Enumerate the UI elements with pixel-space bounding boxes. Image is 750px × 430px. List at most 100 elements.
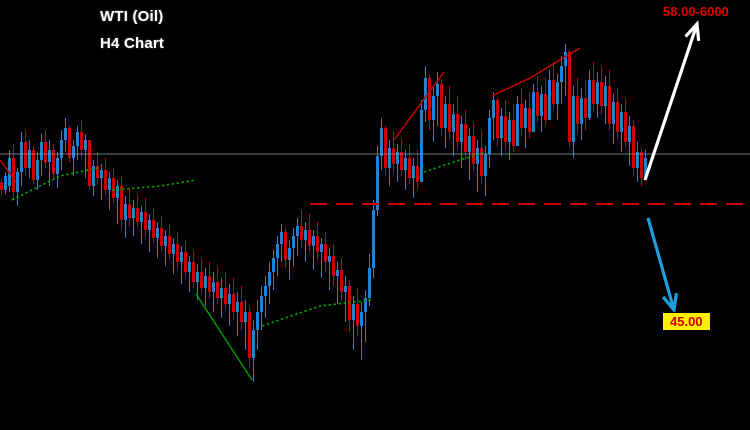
candlestick — [620, 104, 623, 152]
support-decline-1 — [195, 293, 253, 381]
candlestick — [384, 126, 387, 176]
candlestick — [416, 150, 419, 190]
candlestick — [60, 130, 63, 170]
support-rise-1 — [261, 299, 373, 327]
candlestick — [568, 50, 571, 148]
trendline-overlays — [0, 47, 581, 381]
candlestick — [212, 272, 215, 312]
candlestick — [176, 232, 179, 270]
candlestick — [496, 98, 499, 146]
candlestick — [304, 222, 307, 262]
candlestick — [592, 62, 595, 112]
candlestick — [172, 238, 175, 274]
candlestick — [424, 66, 427, 122]
candlestick — [284, 228, 287, 268]
candlestick — [636, 142, 639, 182]
candlestick — [460, 116, 463, 168]
candlestick — [148, 214, 151, 252]
candlestick — [216, 266, 219, 304]
candlestick — [472, 122, 475, 172]
candlestick — [580, 88, 583, 140]
candlestick — [528, 92, 531, 138]
candlestick — [268, 262, 271, 304]
candlestick — [188, 256, 191, 292]
candlestick — [392, 132, 395, 174]
candlestick — [56, 152, 59, 188]
candlestick — [604, 76, 607, 124]
candlestick — [364, 290, 367, 342]
candlestick — [260, 286, 263, 330]
resistance-rise-1 — [393, 71, 445, 141]
candlestick — [252, 320, 255, 382]
candlestick — [476, 140, 479, 192]
candlestick — [356, 288, 359, 336]
candlestick — [316, 222, 319, 260]
candlestick — [100, 164, 103, 200]
candlestick — [120, 176, 123, 230]
candlestick — [248, 306, 251, 368]
candlestick — [368, 254, 371, 306]
candlestick — [128, 188, 131, 226]
candlestick — [112, 168, 115, 204]
candlestick — [360, 302, 363, 360]
candlestick — [220, 278, 223, 318]
candlestick — [20, 132, 23, 186]
candlestick — [116, 180, 119, 224]
candlestick — [504, 100, 507, 150]
candlestick — [192, 250, 195, 288]
candlestick — [408, 144, 411, 184]
candlestick — [612, 94, 615, 144]
candlestick — [464, 110, 467, 160]
candlestick — [624, 98, 627, 148]
candlestick — [328, 248, 331, 290]
candlestick — [340, 258, 343, 300]
candlestick — [532, 84, 535, 132]
candlestick — [64, 118, 67, 152]
candlestick — [492, 92, 495, 140]
candlestick — [228, 284, 231, 326]
candlestick — [552, 62, 555, 110]
downside-target-price-tag: 45.00 — [662, 312, 711, 331]
upside-target-price-tag: 58.00-6000 — [660, 3, 732, 20]
candlestick — [36, 152, 39, 190]
candlestick — [160, 216, 163, 252]
candlestick — [500, 108, 503, 156]
horizontal-level-lines — [0, 153, 750, 205]
candlestick — [336, 262, 339, 304]
candlestick — [4, 172, 7, 194]
candlestick — [92, 160, 95, 196]
candlestick — [320, 238, 323, 278]
candlestick — [344, 276, 347, 322]
candlestick — [588, 70, 591, 120]
candlestick — [396, 144, 399, 182]
candlestick — [608, 70, 611, 130]
candlestick — [412, 158, 415, 198]
candlestick — [520, 88, 523, 136]
candlestick — [164, 230, 167, 266]
candlestick — [508, 112, 511, 160]
candlestick — [428, 74, 431, 130]
candlestick — [452, 104, 455, 156]
candlestick — [600, 66, 603, 114]
candlestick — [584, 80, 587, 130]
candlestick — [136, 194, 139, 228]
candlestick — [200, 258, 203, 294]
candlestick — [16, 168, 19, 206]
candlestick — [108, 172, 111, 210]
candlestick — [296, 218, 299, 256]
candlestick — [288, 240, 291, 280]
candlestick — [80, 120, 83, 158]
resistance-rise-2 — [491, 47, 581, 97]
candlestick — [40, 134, 43, 176]
candlestick — [404, 150, 407, 190]
candlestick — [204, 268, 207, 306]
candlestick — [488, 110, 491, 168]
candlestick — [224, 272, 227, 310]
candlestick — [84, 134, 87, 178]
candlestick — [512, 104, 515, 152]
candlestick — [352, 296, 355, 350]
candlestick — [324, 232, 327, 272]
candlestick — [264, 276, 267, 318]
